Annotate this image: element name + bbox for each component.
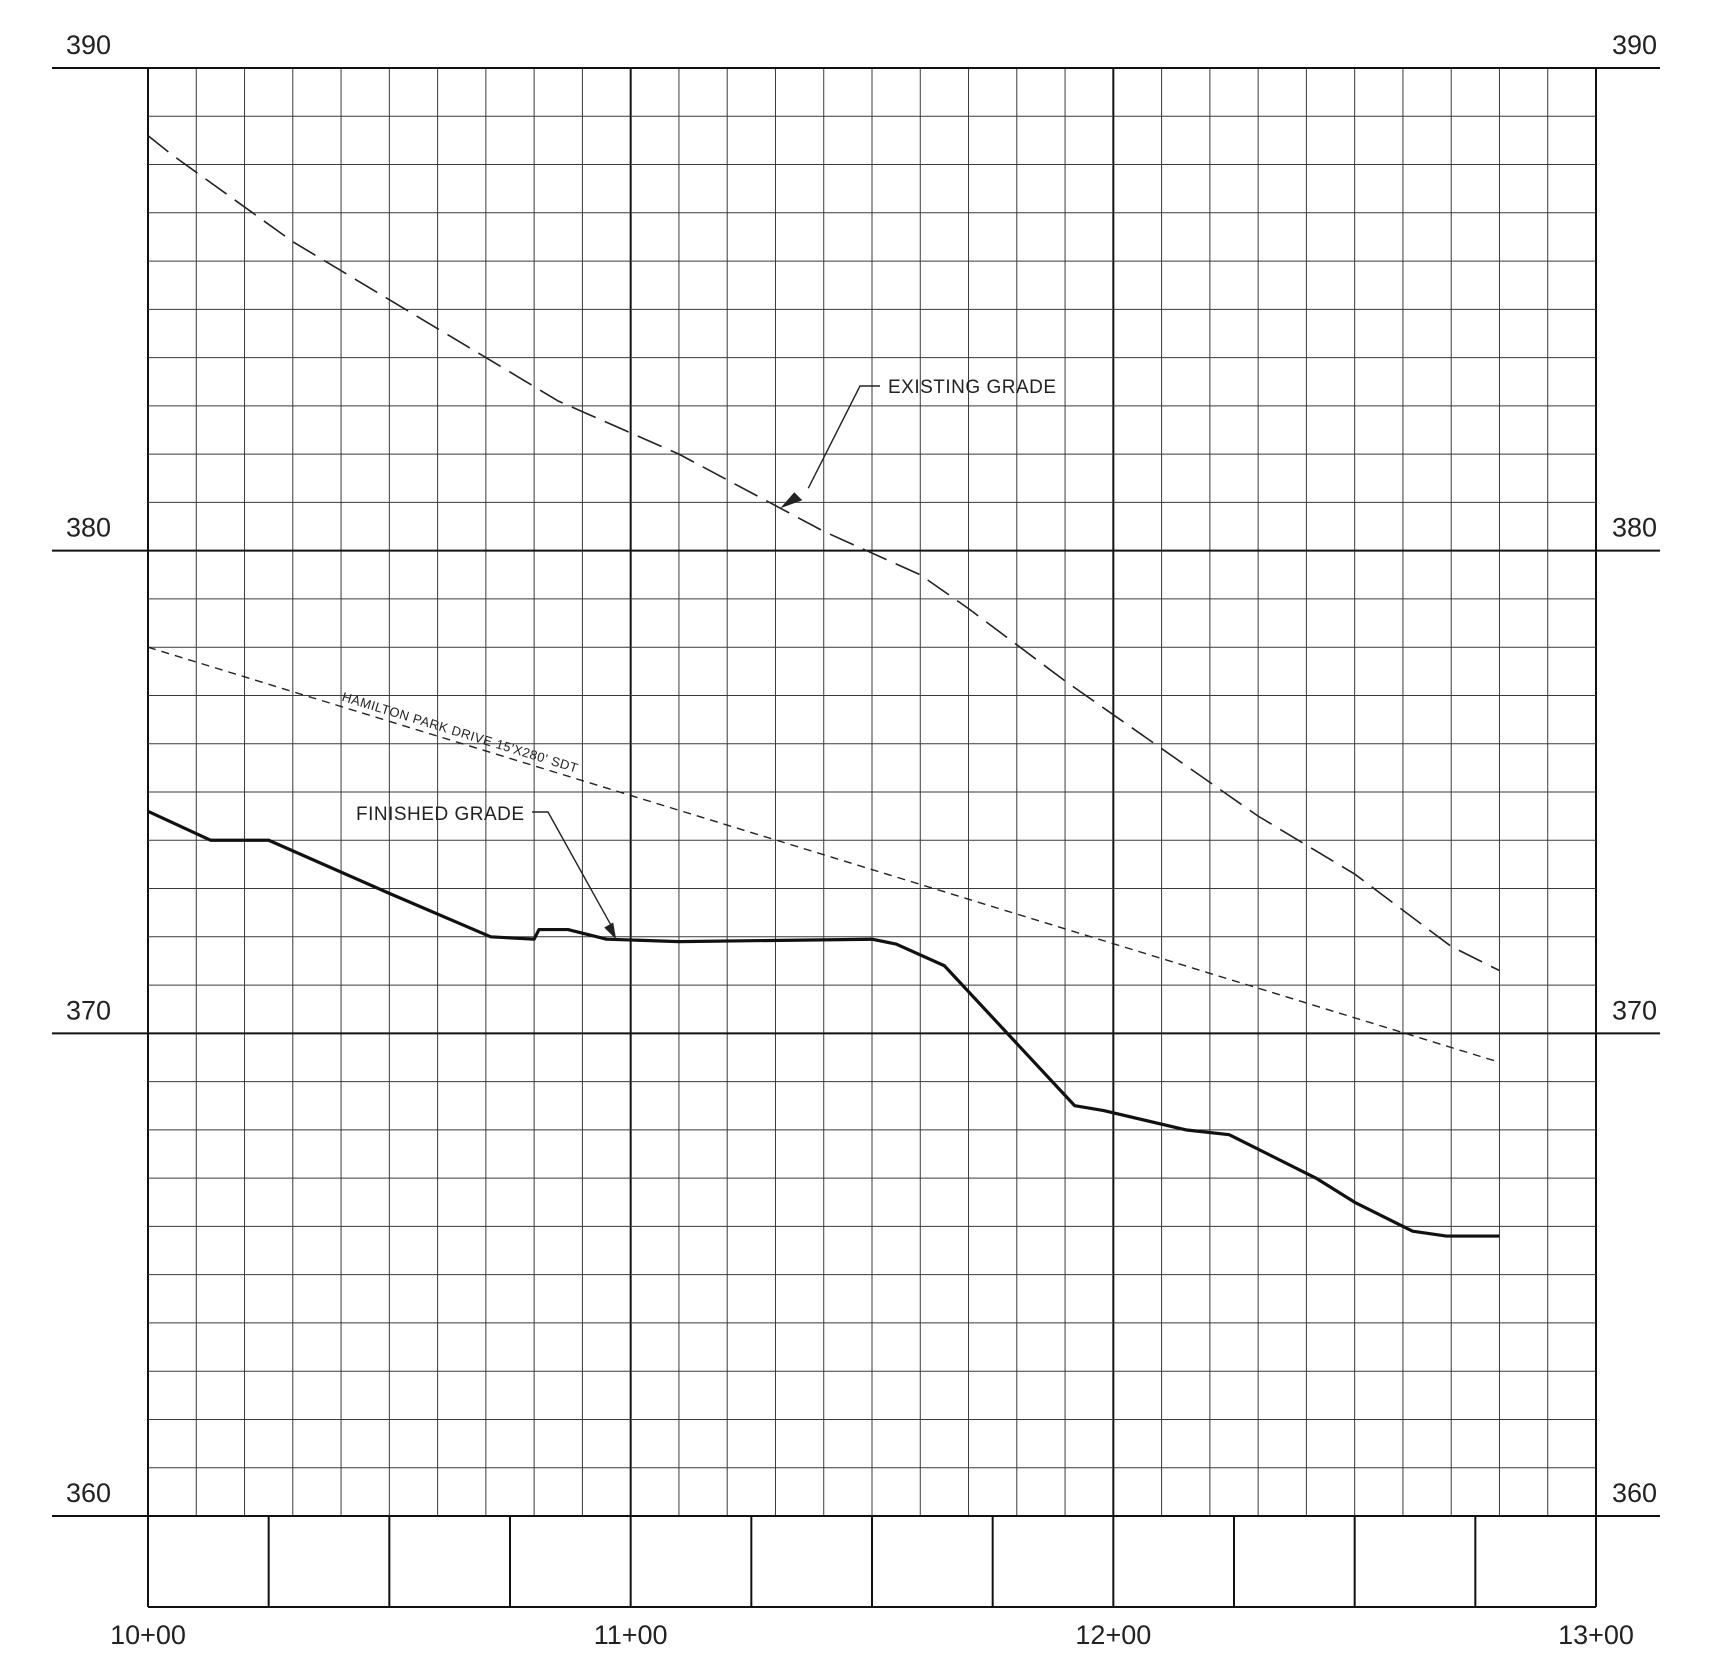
existing-grade-label: EXISTING GRADE [888,377,1057,398]
sdt-label: HAMILTON PARK DRIVE 15'X280' SDT [340,689,580,776]
elevation-label-left: 360 [66,1478,111,1508]
elevation-label-right: 380 [1612,513,1657,543]
grid [52,67,1660,1607]
elevation-label-left: 370 [66,995,111,1025]
station-label: 11+00 [594,1620,668,1650]
existing-grade-leader [807,385,880,489]
axis-labels: 390 390 380 380 370 370 360 360 10+00 11+00 12+00 1… [66,30,1657,1650]
elevation-label-left: 390 [66,30,111,60]
finished-grade-label: FINISHED GRADE [356,804,525,825]
station-box-row [148,1516,1596,1608]
existing-grade-line [147,134,1500,972]
existing-grade-arrowhead [780,492,803,509]
finished-grade-line [147,809,1500,1238]
annotations: EXISTING GRADE FINISHED GRADE HAMILTON PAR… [340,377,1056,940]
elevation-label-right: 370 [1612,995,1657,1025]
elevation-label-right: 360 [1612,1478,1657,1508]
finished-grade-arrowhead [604,922,617,940]
elevation-label-right: 390 [1612,30,1657,60]
finished-grade-leader [532,811,612,926]
elevation-label-left: 380 [66,513,111,543]
series-layer [147,134,1500,1238]
station-label: 12+00 [1075,1620,1151,1650]
sdt-line [147,646,1500,1063]
station-label: 13+00 [1558,1620,1634,1650]
station-label: 10+00 [110,1620,186,1650]
